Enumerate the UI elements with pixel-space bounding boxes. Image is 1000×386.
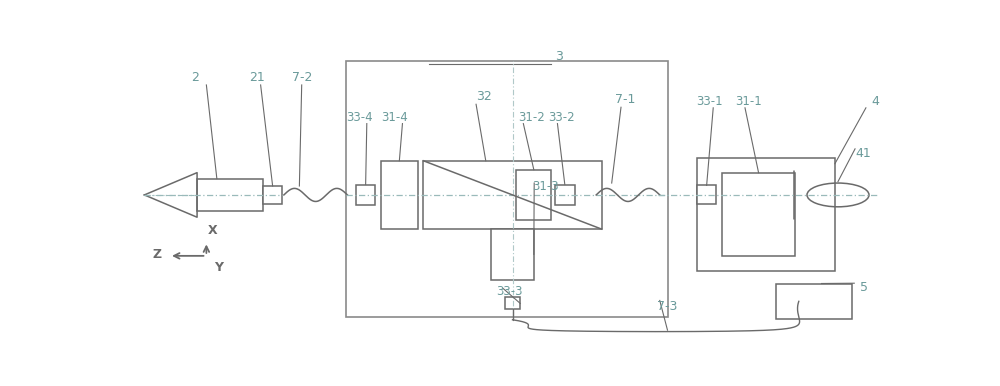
Text: 33-4: 33-4	[346, 111, 372, 124]
Text: 31-3: 31-3	[533, 179, 559, 193]
Bar	[356, 185, 375, 205]
Bar	[697, 158, 835, 271]
Text: 31-4: 31-4	[381, 111, 408, 124]
Bar	[505, 298, 520, 309]
Bar	[555, 185, 574, 205]
Text: 7-3: 7-3	[657, 300, 678, 313]
Bar	[776, 283, 852, 319]
Text: X: X	[208, 224, 217, 237]
Text: 33-2: 33-2	[548, 111, 575, 124]
Text: 5: 5	[860, 281, 868, 294]
Text: 33-3: 33-3	[496, 285, 523, 298]
Text: 7-1: 7-1	[615, 93, 635, 106]
Text: 31-2: 31-2	[518, 111, 544, 124]
Text: Y: Y	[214, 261, 223, 274]
Text: 32: 32	[476, 90, 492, 103]
Text: 7-2: 7-2	[292, 71, 312, 84]
Text: 31-1: 31-1	[736, 95, 762, 108]
Text: 3: 3	[555, 50, 563, 63]
Bar	[491, 229, 534, 279]
Bar	[263, 186, 282, 204]
Text: 4: 4	[871, 95, 879, 108]
Bar	[722, 173, 795, 256]
Text: 33-1: 33-1	[696, 95, 723, 108]
Bar	[346, 61, 668, 317]
Text: 2: 2	[191, 71, 199, 84]
Text: 21: 21	[249, 71, 265, 84]
Text: 41: 41	[855, 147, 871, 160]
Bar	[381, 161, 418, 229]
Bar	[516, 170, 551, 220]
Bar	[697, 185, 716, 205]
Bar	[423, 161, 602, 229]
Text: Z: Z	[153, 249, 162, 261]
Bar	[197, 179, 263, 211]
